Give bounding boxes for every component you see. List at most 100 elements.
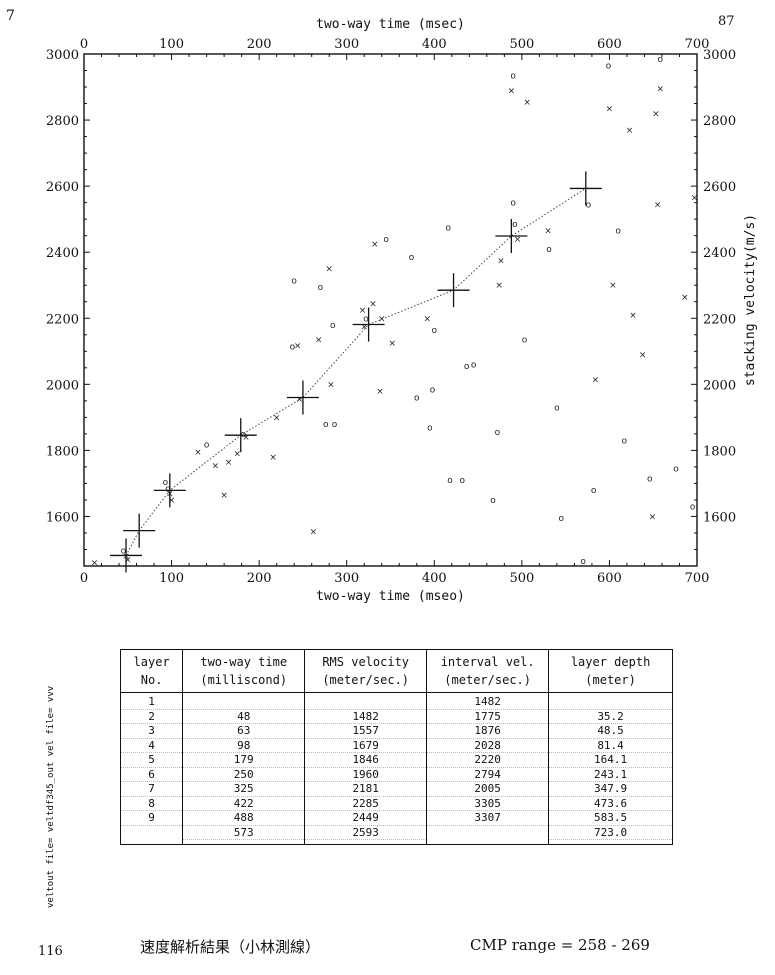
table-header-line: No. [140,673,163,687]
table-header-2: two-way time (milliscond) [182,649,306,693]
corner-number-left: 7 [6,8,15,24]
pick-point-cross: × [654,200,662,210]
pick-point-circle: o [471,361,477,371]
pick-point-circle: o [427,423,433,433]
pick-point-circle: o [546,245,552,255]
table-cell: 723.0 [549,826,672,840]
pick-point-circle: o [432,326,438,336]
pick-point-cross: × [325,265,333,275]
pick-point-cross: × [212,461,220,471]
pick-point-cross: × [371,240,379,250]
pick-point-cross: × [310,527,318,537]
table-cell: 2593 [305,826,427,840]
pick-point-cross: × [544,227,552,237]
y-tick-label-left: 3000 [46,48,79,63]
x-tick-label-top: 300 [334,37,359,52]
pick-point-circle: o [430,385,436,395]
table-cell: 3 [121,724,183,739]
y-tick-label-left: 1800 [46,444,79,459]
table-cell: 1846 [305,753,427,768]
y-tick-label-right: 2400 [703,246,736,261]
pick-point-circle: o [291,276,297,286]
pick-point-cross: × [606,105,614,115]
y-tick-label-left: 2800 [46,114,79,129]
pick-point-circle: o [510,71,516,81]
table-header-5: layer depth (meter) [548,649,673,693]
pick-point-cross: × [681,293,689,303]
table-cell [305,695,427,710]
table-cell: 98 [183,739,305,753]
x-tick-label-bottom: 100 [159,571,184,586]
table-cell: 2220 [427,753,549,768]
x-tick-label-top: 200 [247,37,272,52]
table-header-line: (meter/sec.) [444,673,531,687]
pick-point-cross: × [523,98,531,108]
pick-point-circle: o [460,476,466,486]
table-cell: 164.1 [549,753,672,768]
table-cell: 1482 [305,710,427,724]
table-header-line: (meter) [585,673,636,687]
pick-point-cross: × [233,450,241,460]
table-header-line: (meter/sec.) [322,673,410,687]
x-tick-label-bottom: 600 [597,571,622,586]
x-tick-label-top: 0 [80,37,88,52]
table-cell: 35.2 [549,710,672,724]
pick-point-circle: o [163,478,169,488]
y-tick-label-left: 2200 [46,312,79,327]
table-cell: 6 [121,768,183,782]
table-cell [183,695,305,710]
table-cell: 2 [121,710,183,724]
x-tick-label-bottom: 0 [80,571,88,586]
table-cell: 347.9 [549,782,672,797]
pick-point-circle: o [495,428,501,438]
table-cell: 1557 [305,724,427,739]
pick-point-cross: × [639,351,647,361]
pick-point-cross: × [626,126,634,136]
pick-point-circle: o [591,486,597,496]
pick-point-circle: o [383,235,389,245]
pick-point-cross: × [91,559,99,569]
file-info-label: veltout file= veltdf345_out vel file= vv… [46,685,56,908]
pick-point-cross: × [359,306,367,316]
table-cell: 573 [183,826,305,840]
pick-point-circle: o [554,403,560,413]
pick-point-circle: o [622,436,628,446]
x-axis-title-top: two-way time (msec) [316,17,465,32]
pick-point-cross: × [652,109,660,119]
table-column-4: 1482 1775 1876 2028 2220 2794 2005 3305 3307 [426,692,550,845]
pick-point-cross: × [294,341,302,351]
pick-point-circle: o [606,62,612,72]
pick-point-circle: o [559,514,565,524]
y-tick-label-right: 2800 [703,114,736,129]
table-cell: 422 [183,797,305,811]
pick-point-circle: o [580,557,586,567]
x-tick-label-bottom: 700 [685,571,710,586]
table-cell: 325 [183,782,305,797]
pick-point-cross: × [424,314,432,324]
table-cell: 3305 [427,797,549,811]
y-tick-label-left: 1600 [46,510,79,525]
table-cell: 1876 [427,724,549,739]
table-column-2: 48 63 98 179 250 325 422 488 573 [182,692,306,845]
y-tick-label-left: 2000 [46,378,79,393]
y-tick-label-right: 1600 [703,510,736,525]
table-cell: 250 [183,768,305,782]
pick-point-circle: o [447,476,453,486]
x-tick-label-top: 500 [509,37,534,52]
x-tick-label-top: 100 [159,37,184,52]
pick-point-cross: × [369,299,377,309]
pick-point-circle: o [414,394,420,404]
table-cell: 1482 [427,695,549,710]
table-cell: 7 [121,782,183,797]
y-tick-label-right: 2200 [703,312,736,327]
table-cell: 1679 [305,739,427,753]
table-header-line: interval vel. [440,655,535,669]
table-cell: 2794 [427,768,549,782]
table-cell: 2005 [427,782,549,797]
x-tick-label-top: 700 [685,37,710,52]
x-tick-label-bottom: 400 [422,571,447,586]
pick-point-circle: o [490,496,496,506]
table-cell: 81.4 [549,739,672,753]
table-cell: 2181 [305,782,427,797]
